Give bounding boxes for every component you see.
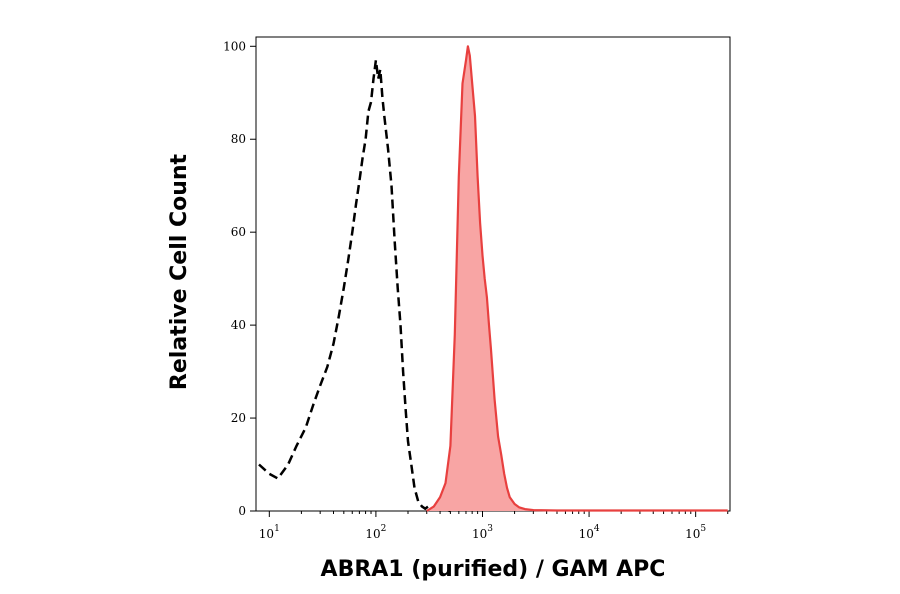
y-tick-label: 40 xyxy=(231,318,246,332)
y-tick-label: 100 xyxy=(223,39,246,53)
series-line-black-dashed xyxy=(258,60,451,513)
y-tick-label: 0 xyxy=(238,504,246,518)
y-axis: 0 20 40 60 80 100 xyxy=(223,39,256,518)
y-tick-label: 80 xyxy=(231,132,246,146)
x-tick-label: 103 xyxy=(472,524,493,541)
series-layer xyxy=(258,45,728,513)
x-axis: 101 102 103 104 105 xyxy=(259,511,729,541)
series-fill-red xyxy=(426,46,728,512)
x-tick-label: 102 xyxy=(365,524,386,541)
x-tick-label: 104 xyxy=(579,524,600,541)
x-axis-title: ABRA1 (purified) / GAM APC xyxy=(321,557,666,582)
y-tick-label: 60 xyxy=(231,225,246,239)
x-tick-label: 101 xyxy=(259,524,280,541)
y-axis-title: Relative Cell Count xyxy=(167,153,192,390)
series-line-red xyxy=(426,45,728,512)
x-tick-label: 105 xyxy=(685,524,706,541)
y-tick-label: 20 xyxy=(231,411,246,425)
